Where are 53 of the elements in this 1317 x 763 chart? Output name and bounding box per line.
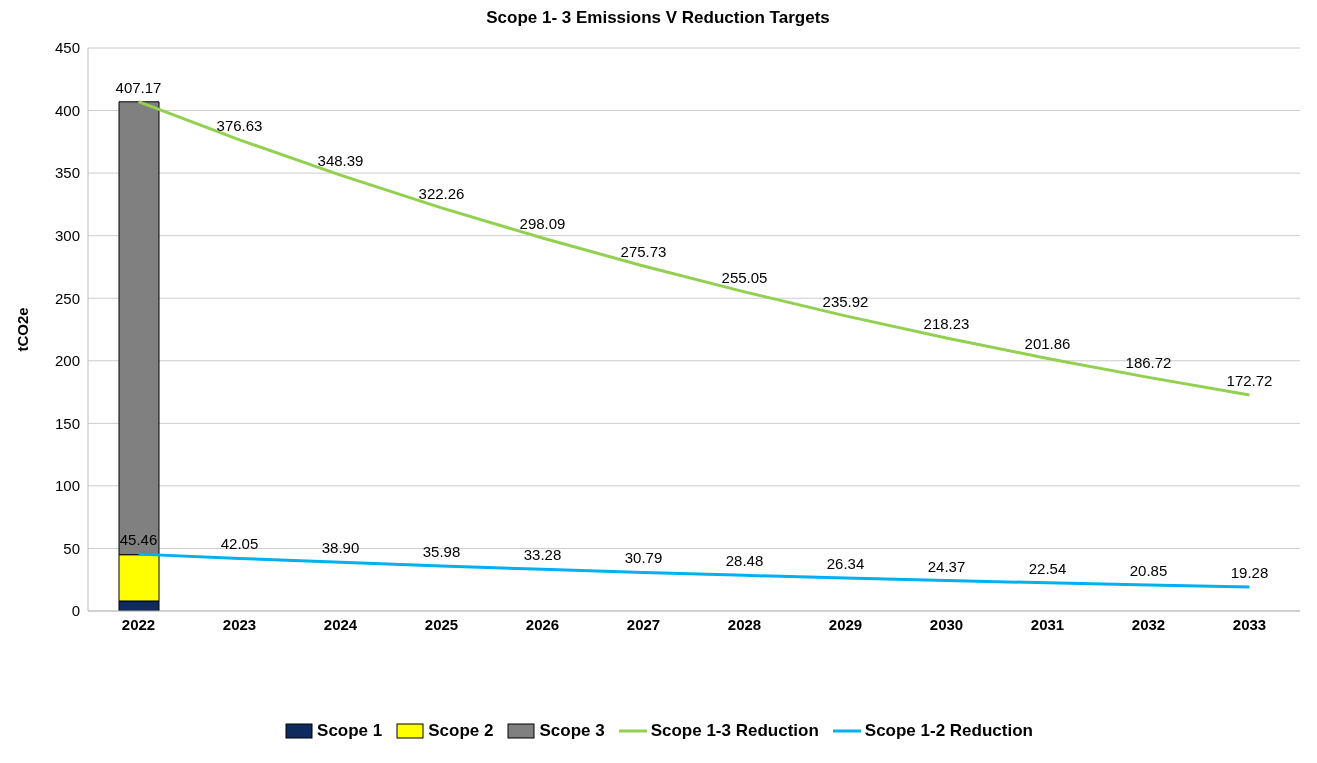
data-label: 30.79	[624, 549, 663, 567]
legend-label: Scope 1-3 Reduction	[650, 721, 819, 741]
data-label: 38.90	[321, 539, 360, 557]
data-label: 20.85	[1129, 561, 1168, 579]
x-tick-label: 2026	[525, 615, 560, 633]
data-label: 26.34	[826, 555, 865, 573]
data-label: 298.09	[519, 215, 566, 233]
x-tick-label: 2024	[323, 615, 358, 633]
x-tick-label: 2030	[929, 615, 964, 633]
y-tick-label: 200	[54, 352, 80, 370]
y-tick-label: 100	[54, 477, 80, 495]
data-label: 33.28	[523, 546, 562, 564]
data-label: 218.23	[923, 314, 970, 332]
y-axis-title: tCO2e	[14, 307, 32, 352]
data-label: 348.39	[317, 152, 364, 170]
legend-label: Scope 2	[428, 721, 494, 741]
data-label: 255.05	[721, 268, 768, 286]
legend-label: Scope 1	[317, 721, 383, 741]
y-tick-label: 400	[54, 101, 80, 119]
x-tick-label: 2028	[727, 615, 762, 633]
y-tick-label: 150	[54, 414, 80, 432]
data-label: 201.86	[1024, 335, 1071, 353]
data-label: 45.46	[119, 531, 158, 549]
data-label: 24.37	[927, 557, 966, 575]
data-label: 28.48	[725, 552, 764, 570]
legend-label: Scope 1-2 Reduction	[864, 721, 1033, 741]
x-tick-label: 2027	[626, 615, 661, 633]
x-tick-label: 2029	[828, 615, 863, 633]
data-label: 42.05	[220, 535, 259, 553]
x-tick-label: 2032	[1131, 615, 1166, 633]
data-label: 172.72	[1226, 371, 1273, 389]
x-tick-label: 2023	[222, 615, 257, 633]
y-tick-label: 350	[54, 164, 80, 182]
y-tick-label: 0	[71, 602, 80, 620]
data-label: 35.98	[422, 542, 461, 560]
legend-label: Scope 3	[539, 721, 605, 741]
x-tick-label: 2022	[121, 615, 156, 633]
data-label: 376.63	[216, 116, 263, 134]
chart-title: Scope 1- 3 Emissions V Reduction Targets	[485, 8, 831, 29]
x-tick-label: 2033	[1232, 615, 1267, 633]
data-label: 186.72	[1125, 354, 1172, 372]
y-tick-label: 450	[54, 39, 80, 57]
x-tick-label: 2025	[424, 615, 459, 633]
data-label: 235.92	[822, 292, 869, 310]
y-tick-label: 300	[54, 226, 80, 244]
data-label: 22.54	[1028, 559, 1067, 577]
data-label: 407.17	[115, 78, 162, 96]
data-label: 322.26	[418, 184, 465, 202]
data-label: 19.28	[1230, 563, 1269, 581]
y-tick-label: 250	[54, 289, 80, 307]
x-tick-label: 2031	[1030, 615, 1065, 633]
data-label: 275.73	[620, 243, 667, 261]
y-tick-label: 50	[63, 539, 80, 557]
